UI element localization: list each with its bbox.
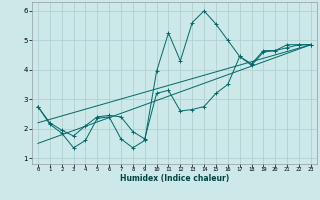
X-axis label: Humidex (Indice chaleur): Humidex (Indice chaleur)	[120, 174, 229, 183]
